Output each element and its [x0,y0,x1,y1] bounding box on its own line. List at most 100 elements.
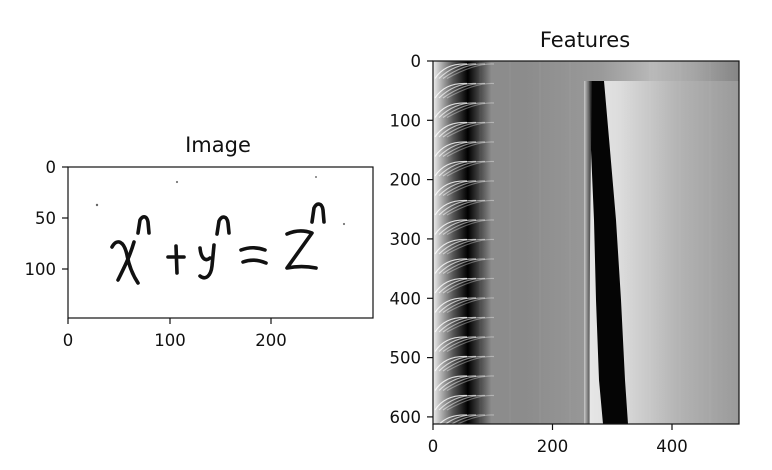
feature-arc [446,160,495,177]
features-x-tick: 200 [537,437,569,456]
feature-arc [446,375,495,392]
image-y-tick: 50 [35,209,56,228]
feature-arc [434,160,468,177]
feature-arc [446,316,495,333]
feature-arc [434,219,468,235]
feature-arc [446,141,495,158]
feature-arc [442,277,486,294]
feature-arc [444,414,477,424]
feature-arc [438,63,477,79]
feature-arc [446,336,495,353]
features-y-tick: 0 [411,52,422,71]
features-x-tick: 0 [428,437,439,456]
feature-arc [438,414,468,424]
feature-arc [438,160,477,177]
feature-arc [442,121,486,138]
feature-arc [442,63,486,79]
feature-arc [434,394,468,411]
feature-arc [438,238,477,255]
feature-arc [456,414,495,424]
feature-arc [442,82,486,99]
image-panel-title: Image [185,133,251,157]
feature-arc [442,394,486,411]
feature-arc [446,277,495,294]
feature-arc [442,141,486,157]
feature-arc [434,277,468,294]
features-panel-title: Features [540,28,630,52]
feature-arc [434,238,468,255]
image-x-tick: 0 [63,331,74,350]
handwritten-equation-image [68,167,373,318]
feature-arc [434,355,468,372]
feature-arc [434,102,468,118]
feature-arc [446,297,495,314]
image-frame [67,166,374,319]
image-y-tick: 100 [25,260,57,279]
feature-arc [442,375,486,391]
feature-arc [434,141,468,157]
feature-arc [446,63,495,80]
feature-arc [442,238,486,255]
feature-arc [438,316,477,333]
feature-arc [438,102,477,118]
feature-arc [442,219,486,235]
feature-arc [434,316,468,333]
feature-arc [442,258,486,274]
feature-arc [442,336,486,352]
feature-arc [438,375,477,391]
feature-arc [446,394,495,411]
feature-arc [442,102,486,118]
feature-arc [438,180,477,196]
feature-arc [434,375,468,391]
feature-arc [438,297,477,313]
feature-arc [434,63,468,79]
features-y-tick: 200 [390,171,422,190]
feature-arc [450,414,486,424]
feature-arc [438,141,477,157]
feature-arc [446,219,495,236]
features-y-tick: 400 [390,289,422,308]
feature-arc [442,180,486,196]
feature-arc [438,199,477,216]
feature-arc [434,258,468,274]
feature-arc [442,316,486,333]
feature-arc [446,199,495,216]
image-y-tick: 0 [46,158,57,177]
feature-arc [434,336,468,352]
feature-arc [438,258,477,274]
feature-arc [442,160,486,177]
feature-arc [438,277,477,294]
feature-arc [442,199,486,216]
feature-arc [446,355,495,372]
feature-arc [434,199,468,216]
feature-arc [446,238,495,255]
feature-arc [434,297,468,313]
feature-arc [442,355,486,372]
feature-arc [438,336,477,352]
features-y-tick: 100 [390,111,422,130]
feature-arc [438,355,477,372]
features-y-tick: 300 [390,230,422,249]
feature-arc [434,121,468,138]
features-y-tick: 600 [390,408,422,427]
feature-arc [434,180,468,196]
feature-arc [438,394,477,411]
image-x-tick: 200 [255,331,287,350]
image-panel: Image [25,133,374,350]
features-y-tick: 500 [390,349,422,368]
feature-arc [446,121,495,138]
image-x-tick: 100 [154,331,186,350]
feature-arc [438,82,477,99]
feature-arc [446,102,495,119]
feature-arc [446,82,495,99]
features-x-tick: 400 [656,437,688,456]
feature-arc [438,121,477,138]
features-frame [432,60,740,425]
feature-arc [446,180,495,197]
feature-arc [438,219,477,235]
feature-arc [446,258,495,275]
feature-arc [434,82,468,99]
features-panel: Features [390,28,740,456]
features-heatmap [433,61,739,424]
